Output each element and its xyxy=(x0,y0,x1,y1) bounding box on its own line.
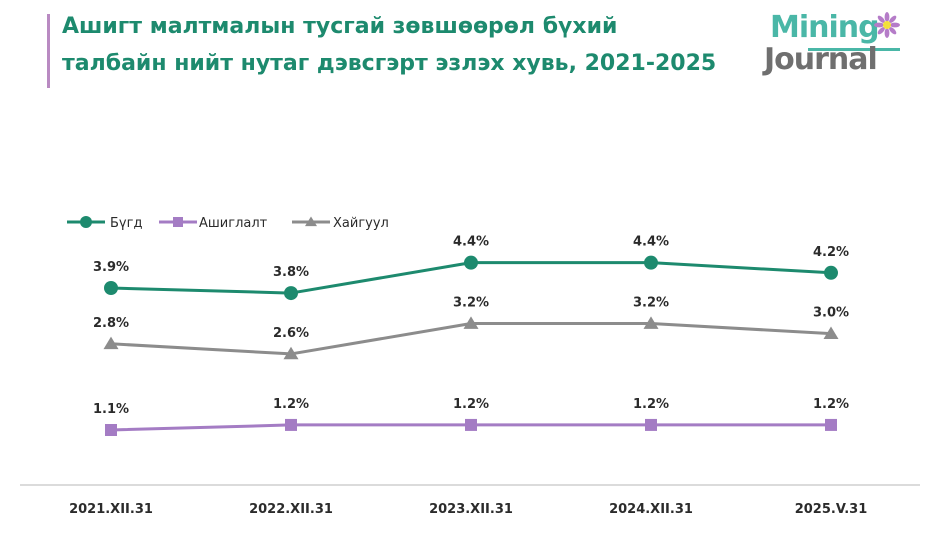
chart-plot-area: 2021.XII.31 2022.XII.31 2023.XII.31 2024.XI… xyxy=(20,235,920,517)
data-point xyxy=(105,424,117,436)
chart-legend: Бүгд Ашиглалт Хайгуул xyxy=(67,216,389,231)
title-accent-bar xyxy=(47,14,50,88)
legend-label: Хайгуул xyxy=(333,216,389,231)
data-point xyxy=(645,418,657,431)
legend-swatch-marker xyxy=(173,217,183,227)
x-tick-label: 2022.XII.31 xyxy=(249,502,333,517)
data-point xyxy=(823,326,839,340)
x-tick-label: 2023.XII.31 xyxy=(429,502,513,517)
x-tick-label: 2024.XII.31 xyxy=(609,502,693,517)
data-point xyxy=(824,265,838,280)
data-label: 1.2% xyxy=(453,397,489,412)
legend-swatch-marker xyxy=(305,216,317,227)
flower-icon xyxy=(874,12,900,38)
logo-word-mining: Mining xyxy=(770,10,880,45)
data-point xyxy=(285,418,297,431)
data-point xyxy=(103,336,119,350)
x-tick-label: 2025.V.31 xyxy=(795,502,868,517)
series-square: 1.1% 1.2% 1.2% 1.2% 1.2% xyxy=(93,397,849,436)
data-label: 3.9% xyxy=(93,260,129,275)
data-label: 1.1% xyxy=(93,402,129,417)
chart-title-line-2: талбайн нийт нутаг дэвсгэрт эзлэх хувь, … xyxy=(62,51,717,76)
legend-swatch-marker xyxy=(80,216,92,228)
legend-label: Ашиглалт xyxy=(199,216,268,231)
x-tick-label: 2021.XII.31 xyxy=(69,502,153,517)
chart-title-line-1: Ашигт малтмалын тусгай зөвшөөрөл бүхий xyxy=(62,14,618,39)
data-point xyxy=(284,286,298,301)
data-point xyxy=(825,418,837,431)
data-label: 3.8% xyxy=(273,265,309,280)
data-point xyxy=(463,316,479,329)
data-label: 1.2% xyxy=(633,397,669,412)
data-label: 3.2% xyxy=(633,296,669,311)
mining-journal-logo: Mining Journal xyxy=(760,10,910,90)
data-point xyxy=(465,418,477,431)
data-label: 4.4% xyxy=(633,235,669,250)
data-label: 3.2% xyxy=(453,296,489,311)
series-circle: 3.9% 3.8% 4.4% 4.4% 4.2% xyxy=(93,235,849,301)
data-label: 1.2% xyxy=(813,397,849,412)
data-point xyxy=(464,255,478,270)
legend-item: Бүгд xyxy=(67,216,142,231)
data-label: 2.6% xyxy=(273,326,309,341)
legend-label: Бүгд xyxy=(110,216,142,231)
legend-item: Хайгуул xyxy=(292,216,389,231)
data-point xyxy=(644,255,658,270)
data-point xyxy=(104,281,118,295)
data-point xyxy=(643,316,659,329)
data-label: 2.8% xyxy=(93,316,129,331)
chart-title: Ашигт малтмалын тусгай зөвшөөрөл бүхий т… xyxy=(62,8,742,82)
data-label: 1.2% xyxy=(273,397,309,412)
series-triangle: 2.8% 2.6% 3.2% 3.2% 3.0% xyxy=(93,296,849,360)
data-label: 4.2% xyxy=(813,245,849,260)
data-label: 3.0% xyxy=(813,306,849,321)
data-point xyxy=(283,346,299,360)
legend-item: Ашиглалт xyxy=(159,216,268,231)
data-label: 4.4% xyxy=(453,235,489,250)
logo-rule xyxy=(808,48,900,51)
logo-word-journal: Journal xyxy=(764,42,878,77)
